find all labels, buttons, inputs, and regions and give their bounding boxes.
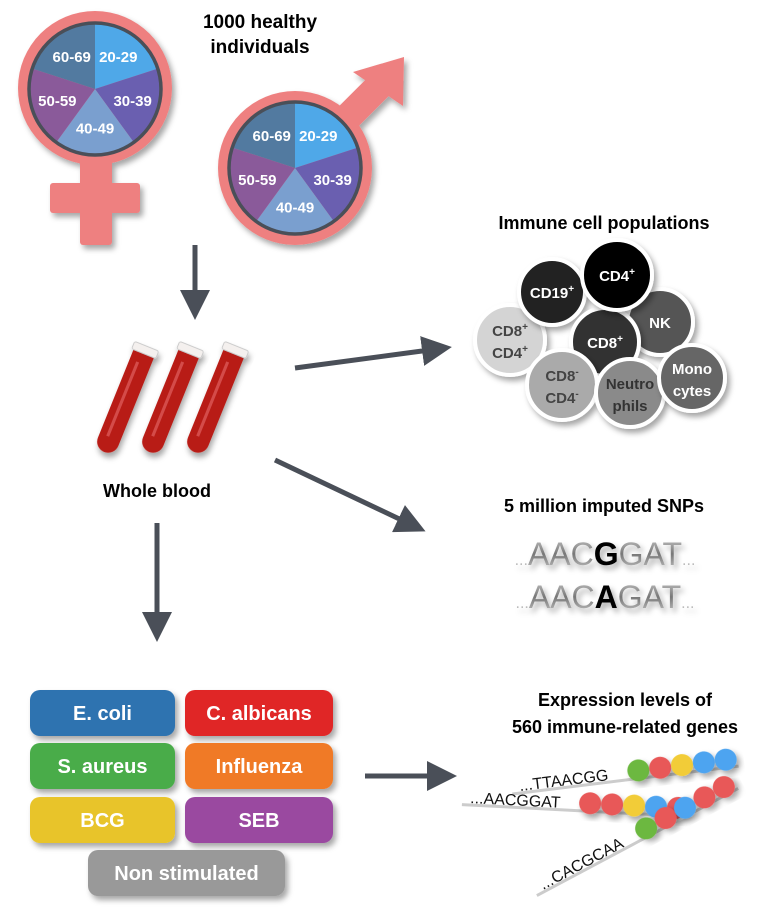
svg-text:CD8+: CD8+	[587, 334, 623, 352]
svg-text:CD4+: CD4+	[492, 344, 528, 362]
svg-text:CD19+: CD19+	[530, 284, 574, 302]
stimulus-s-aureus: S. aureus	[30, 743, 175, 789]
svg-text:C. albicans: C. albicans	[206, 703, 312, 725]
expression-bead	[714, 748, 737, 771]
male-slice-20-29	[295, 102, 358, 168]
svg-text:S. aureus: S. aureus	[57, 756, 147, 778]
gene-sequence: ...CACGCAA	[537, 835, 627, 894]
expression-bead	[692, 751, 715, 774]
female-slice-50-59	[29, 68, 95, 143]
gene-sequence: ...TTAACGG	[518, 767, 609, 795]
svg-text:...AACGGAT...: ...AACGGAT...	[515, 536, 696, 572]
stimulus-non-stimulated: Non stimulated	[88, 850, 285, 896]
male-slice-40-49	[256, 168, 334, 234]
male-slice-50-59	[229, 147, 295, 222]
svg-text:...AACAGAT...: ...AACAGAT...	[516, 579, 695, 615]
snp-sequence-1: ...AACGGAT...	[515, 536, 696, 572]
blood-tubes-icon	[97, 341, 249, 453]
male-slice-label: 30-39	[313, 172, 351, 189]
male-slice-label: 60-69	[253, 128, 291, 145]
snp-sequence-2: ...AACAGAT...	[516, 579, 695, 615]
immune-cell-cd8negcd4neg: CD8- CD4-	[525, 348, 599, 422]
blood-tube-icon	[187, 341, 249, 453]
expression-beads: ...TTAACGG...AACGGAT ...CACGCAA	[461, 748, 739, 897]
female-slice-60-69	[32, 23, 95, 89]
gene-sequence: ...AACGGAT	[470, 790, 561, 812]
svg-text:cytes: cytes	[673, 383, 711, 400]
expression-bead	[579, 792, 602, 815]
expression-bead	[635, 817, 658, 840]
stimulus-bcg: BCG	[30, 797, 175, 843]
svg-text:Mono: Mono	[672, 361, 712, 378]
expression-bead	[623, 794, 646, 817]
stimuli-grid: E. coli C. albicans S. aureus Influenza BCG S…	[30, 690, 333, 896]
svg-text:NK: NK	[649, 315, 671, 332]
expression-bead	[601, 793, 624, 816]
svg-text:SEB: SEB	[238, 810, 279, 832]
male-slice-label: 20-29	[299, 128, 337, 145]
female-slice-20-29	[95, 23, 158, 89]
expression-bead	[693, 786, 716, 809]
expression-bead	[654, 807, 677, 830]
svg-text:E. coli: E. coli	[73, 703, 132, 725]
svg-text:CD4+: CD4+	[599, 267, 635, 285]
male-slice-label: 40-49	[276, 200, 314, 217]
cohort-title-line2: individuals	[210, 37, 309, 58]
svg-text:Influenza: Influenza	[216, 756, 304, 778]
female-slice-40-49	[56, 89, 134, 156]
stimulus-c-albicans: C. albicans	[185, 690, 333, 736]
immune-cell-cd8poscd4pos: CD8+ CD4+	[473, 303, 547, 377]
immune-cell-neutrophils: Neutro phils	[594, 357, 666, 429]
expression-bead	[627, 759, 650, 782]
expression-bead	[673, 796, 696, 819]
cohort-title-line1: 1000 healthy	[203, 12, 317, 33]
whole-blood-label: Whole blood	[103, 481, 211, 501]
female-slice-30-39	[95, 68, 162, 143]
arrow-blood-to-cells	[294, 336, 452, 371]
expression-bead	[671, 754, 694, 777]
immune-cells-title: Immune cell populations	[498, 213, 709, 233]
svg-text:CD4-: CD4-	[545, 389, 578, 407]
expression-title-line2: 560 immune-related genes	[512, 717, 738, 737]
immune-cell-monocytes: Mono cytes	[657, 343, 727, 413]
immune-cell-nk: NK	[625, 287, 695, 357]
expression-bead	[649, 756, 672, 779]
female-slice-label: 20-29	[99, 49, 137, 66]
male-slice-60-69	[232, 102, 295, 168]
snp-variant-g: G	[594, 536, 619, 572]
expression-title-line1: Expression levels of	[538, 690, 713, 710]
expression-bead	[712, 776, 735, 799]
male-slice-label: 50-59	[238, 172, 276, 189]
svg-text:CD8+: CD8+	[492, 322, 528, 340]
snp-variant-a: A	[595, 579, 618, 615]
svg-text:Non stimulated: Non stimulated	[114, 863, 258, 885]
immune-cell-cluster: CD8+ CD4+ CD19+ NK CD8+ CD4+ CD8- CD4- Neutro phi…	[473, 238, 727, 429]
female-slice-label: 60-69	[53, 49, 91, 66]
immune-cell-cd4pos: CD4+	[580, 238, 654, 312]
svg-text:phils: phils	[612, 398, 647, 415]
immune-cell-cd19pos: CD19+	[517, 257, 587, 327]
stimulus-e-coli: E. coli	[30, 690, 175, 736]
blood-tube-icon	[142, 341, 204, 453]
svg-text:BCG: BCG	[80, 810, 124, 832]
expression-row: ...CACGCAA	[536, 776, 739, 897]
blood-tube-icon	[97, 341, 159, 453]
female-slice-label: 50-59	[38, 93, 76, 110]
female-slice-label: 40-49	[76, 121, 114, 138]
svg-text:Neutro: Neutro	[606, 376, 654, 393]
stimulus-influenza: Influenza	[185, 743, 333, 789]
stimulus-seb: SEB	[185, 797, 333, 843]
snps-title: 5 million imputed SNPs	[504, 496, 704, 516]
arrow-blood-to-snps	[273, 457, 426, 533]
svg-text:CD8-: CD8-	[545, 367, 578, 385]
male-slice-30-39	[295, 147, 361, 222]
female-slice-label: 30-39	[113, 93, 151, 110]
